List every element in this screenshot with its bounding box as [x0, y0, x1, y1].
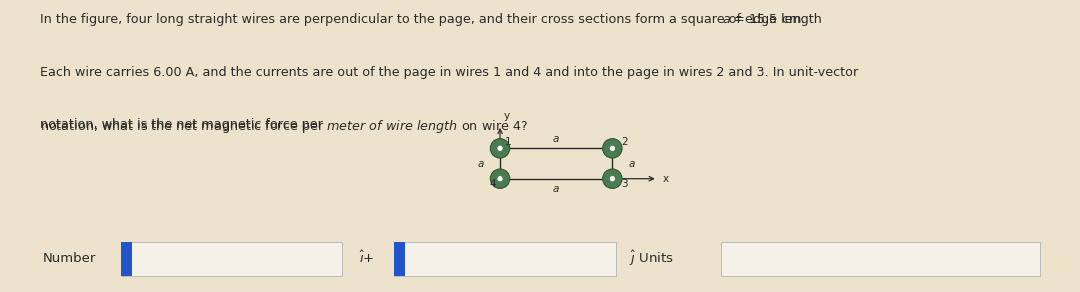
Ellipse shape [498, 177, 502, 181]
Text: Number: Number [43, 252, 96, 265]
Text: $\hat{\jmath}$ Units: $\hat{\jmath}$ Units [629, 249, 673, 268]
FancyBboxPatch shape [721, 242, 1040, 276]
Text: notation, what is the net magnetic force per $\mathit{meter\ of\ wire\ length}$ : notation, what is the net magnetic force… [40, 118, 528, 135]
Text: x: x [663, 174, 670, 184]
FancyBboxPatch shape [121, 242, 342, 276]
Text: $a$: $a$ [627, 159, 636, 168]
Text: Each wire carries 6.00 A, and the currents are out of the page in wires 1 and 4 : Each wire carries 6.00 A, and the curren… [40, 66, 859, 79]
FancyBboxPatch shape [394, 242, 405, 276]
Ellipse shape [603, 169, 622, 188]
FancyBboxPatch shape [121, 242, 132, 276]
Text: 4: 4 [489, 179, 496, 189]
Text: $a$ = 15.5 cm.: $a$ = 15.5 cm. [721, 13, 805, 26]
Ellipse shape [498, 146, 502, 150]
Text: notation, what is the net magnetic force per: notation, what is the net magnetic force… [40, 118, 327, 131]
Text: $\hat{\imath}$+: $\hat{\imath}$+ [359, 250, 374, 267]
Ellipse shape [610, 177, 615, 181]
Text: $a$: $a$ [552, 184, 561, 194]
Text: $a$: $a$ [552, 134, 561, 144]
Text: 1: 1 [504, 137, 511, 147]
Ellipse shape [610, 146, 615, 150]
Text: In the figure, four long straight wires are perpendicular to the page, and their: In the figure, four long straight wires … [40, 13, 826, 26]
Ellipse shape [603, 139, 622, 158]
Text: 2: 2 [621, 137, 627, 147]
Text: v: v [1025, 253, 1031, 263]
Ellipse shape [490, 169, 510, 188]
Text: 3: 3 [621, 179, 627, 189]
Text: y: y [503, 111, 510, 121]
Ellipse shape [490, 139, 510, 158]
FancyBboxPatch shape [394, 242, 616, 276]
Text: $a$: $a$ [476, 159, 485, 168]
